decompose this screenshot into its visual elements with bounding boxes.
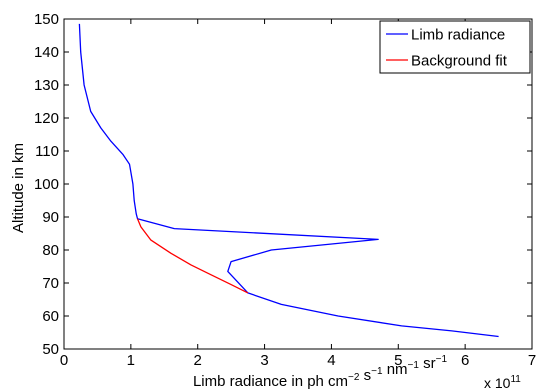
y-tick-label: 150 xyxy=(34,11,59,28)
series-layer xyxy=(78,23,499,338)
y-tick-label: 140 xyxy=(34,44,59,61)
plot-frame xyxy=(63,18,533,350)
y-axis-label: Altitude in km xyxy=(10,143,27,233)
x-axis-multiplier: x 1011 xyxy=(484,374,521,391)
y-tick-label: 90 xyxy=(42,209,59,226)
y-tick-label: 80 xyxy=(42,242,59,259)
x-tick-label: 5 xyxy=(394,352,402,369)
y-tick-label: 120 xyxy=(34,110,59,127)
legend-box xyxy=(379,20,531,74)
y-tick-label: 60 xyxy=(42,308,59,325)
y-tick-label: 130 xyxy=(34,77,59,94)
y-tick-label: 100 xyxy=(34,176,59,193)
legend: Limb radiance Background fit xyxy=(379,20,531,74)
x-axis-label: Limb radiance in ph cm−2 s−1 nm−1 sr−1 xyxy=(193,354,447,390)
y-tick-label: 110 xyxy=(35,143,59,160)
plot-area xyxy=(63,18,533,350)
series-line-background-fit xyxy=(136,218,249,294)
x-tick-label: 3 xyxy=(260,352,268,369)
legend-label-background-fit: Background fit xyxy=(411,53,508,70)
x-tick-label: 2 xyxy=(194,352,202,369)
y-tick-label: 70 xyxy=(42,275,59,292)
legend-label-limb-radiance: Limb radiance xyxy=(411,27,505,44)
axis-ticks: 0 1 2 3 4 5 6 7 50 60 70 80 90 100 110 120 130 140 150 xyxy=(34,11,536,369)
x-tick-label: 1 xyxy=(127,352,135,369)
x-tick-label: 4 xyxy=(327,352,335,369)
x-tick-label: 6 xyxy=(461,352,469,369)
x-tick-label: 0 xyxy=(60,352,68,369)
x-tick-label: 7 xyxy=(528,352,536,369)
y-tick-label: 50 xyxy=(42,341,59,358)
